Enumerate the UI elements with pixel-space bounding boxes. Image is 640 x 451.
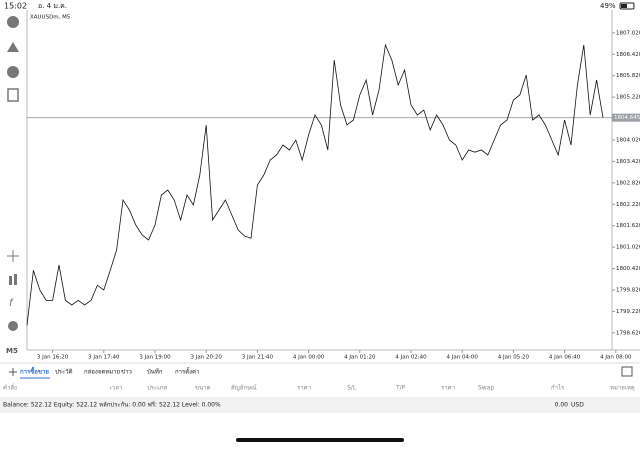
column-header: เวลา	[110, 385, 122, 392]
chat-icon[interactable]	[7, 66, 19, 78]
x-tick-label: 4 Jan 05:20	[498, 355, 530, 361]
timeframe[interactable]: M5	[6, 347, 18, 355]
symbol-label: XAUUSDm, M5	[30, 15, 71, 21]
y-tick-label: 1802.220	[616, 202, 640, 208]
summary-row	[0, 397, 640, 413]
toolbar: f	[7, 16, 19, 331]
panel-icon[interactable]	[621, 366, 633, 377]
x-tick-label: 3 Jan 17:40	[88, 355, 120, 361]
x-tick-label: 4 Jan 06:40	[549, 355, 581, 361]
tab[interactable]: บันทึก	[147, 369, 163, 376]
x-tick-label: 3 Jan 19:00	[139, 355, 171, 361]
currency: USD	[571, 402, 584, 409]
tab[interactable]: กล่องจดหมาย	[84, 369, 120, 376]
tab[interactable]: การซื้อขาย	[20, 366, 49, 376]
y-tick-label: 1801.020	[616, 245, 640, 251]
table-header: คำสั่ง เวลา ประเภท ขนาด สัญลักษณ์ ราคา S/L T/P ร…	[3, 384, 635, 392]
price-line	[26, 43, 604, 326]
x-tick-label: 4 Jan 00:00	[293, 355, 325, 361]
y-tick-label: 1801.620	[616, 223, 640, 229]
indicator-icon[interactable]	[9, 276, 12, 285]
status-date: อ. 4 ม.ค.	[38, 2, 67, 10]
x-tick-label: 3 Jan 20:20	[191, 355, 223, 361]
current-price-label: 1804.645	[614, 115, 640, 121]
column-header: กำไร	[551, 384, 565, 392]
add-order-icon[interactable]	[9, 368, 17, 376]
x-tick-label: 4 Jan 01:20	[344, 355, 376, 361]
x-tick-label: 3 Jan 16:20	[37, 355, 69, 361]
objects-icon[interactable]	[8, 321, 18, 331]
tab[interactable]: ข่าว	[121, 369, 132, 376]
profit: 0.00	[555, 402, 569, 409]
y-tick-label: 1805.820	[616, 73, 640, 79]
y-tick-label: 1799.220	[616, 309, 640, 315]
y-tick-label: 1799.820	[616, 288, 640, 294]
column-header: ราคา	[297, 385, 311, 392]
column-header: ราคา	[441, 385, 455, 392]
plot: 1807.020 1806.420 1805.820 1805.220 1804.020…	[26, 30, 640, 361]
tabs: การซื้อขาย ประวัติ กล่องจดหมาย ข่าว บันทึก กา…	[20, 366, 199, 379]
x-tick-label: 4 Jan 04:00	[447, 355, 479, 361]
y-tick-label: 1806.420	[616, 52, 640, 58]
x-tick-label: 4 Jan 08:00	[600, 355, 632, 361]
function-icon[interactable]: f	[9, 298, 14, 309]
y-tick-label: 1798.620	[616, 330, 640, 336]
column-header: S/L	[347, 385, 357, 392]
new-icon[interactable]	[7, 88, 19, 102]
status-battery: 49%	[600, 2, 616, 10]
current-price-box	[612, 113, 640, 122]
column-header: ประเภท	[147, 385, 167, 392]
indicator-icon-2[interactable]	[14, 274, 17, 285]
y-tick-label: 1805.220	[616, 95, 640, 101]
battery-icon	[619, 2, 635, 10]
y-tick-label: 1803.420	[616, 159, 640, 165]
status-time: 15:02	[4, 2, 27, 11]
home-indicator	[236, 438, 404, 442]
y-tick-label: 1802.820	[616, 180, 640, 186]
crosshair-icon[interactable]	[7, 250, 19, 262]
column-header: ขนาด	[195, 385, 211, 392]
column-header: หมายเหตุ	[610, 385, 635, 392]
battery-level	[621, 4, 627, 8]
y-tick-label: 1807.020	[616, 30, 640, 36]
y-tick-label: 1804.020	[616, 138, 640, 144]
x-tick-label: 4 Jan 02:40	[395, 355, 427, 361]
column-header: T/P	[395, 385, 406, 392]
column-header: สัญลักษณ์	[231, 384, 257, 392]
x-tick-label: 3 Jan 21:40	[242, 355, 274, 361]
account-icon[interactable]	[7, 16, 19, 28]
trade-icon[interactable]	[7, 42, 19, 52]
summary-text: Balance: 522.12 Equity: 522.12 หลักประกั…	[3, 401, 221, 409]
tab[interactable]: ประวัติ	[55, 369, 73, 376]
column-header: คำสั่ง	[3, 384, 17, 392]
tab[interactable]: การตั้งค่า	[175, 366, 199, 376]
column-header: Swap	[478, 385, 494, 392]
y-tick-label: 1800.420	[616, 266, 640, 272]
